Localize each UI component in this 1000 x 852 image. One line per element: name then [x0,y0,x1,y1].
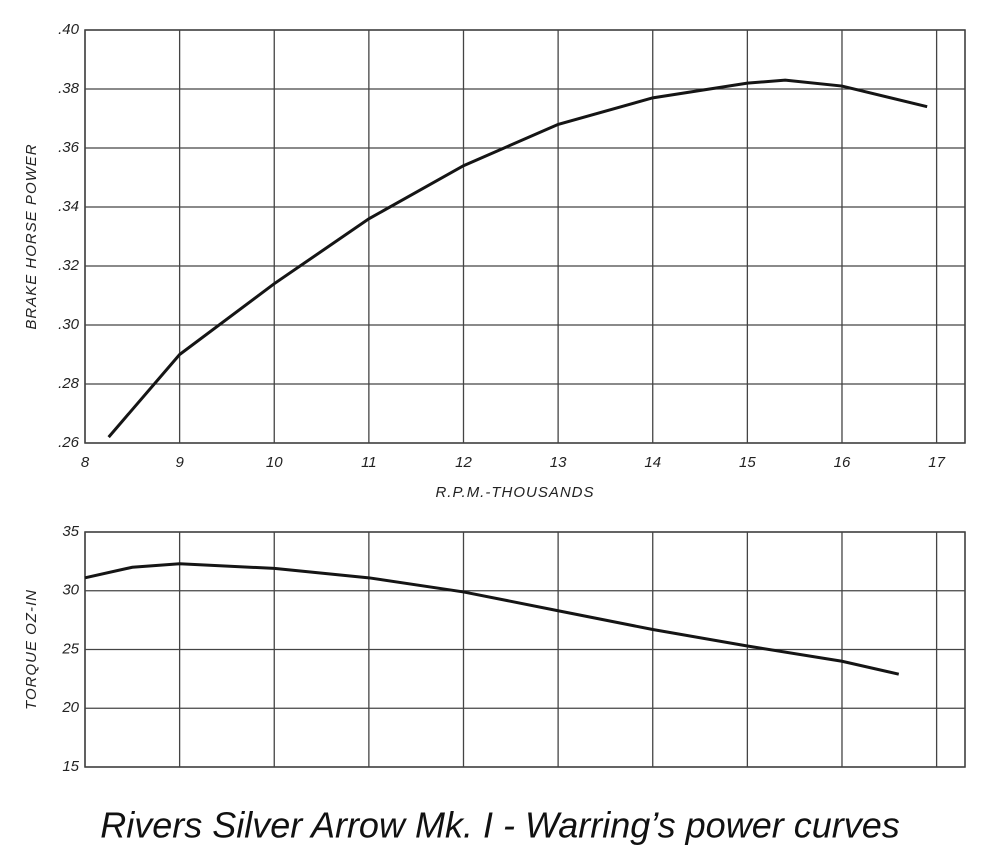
x-tick-label: 13 [550,454,567,471]
y-tick-label: 35 [62,523,79,540]
y-tick-label: 25 [61,640,79,657]
y-tick-label: .34 [58,198,79,215]
y-tick-label: .36 [58,139,80,156]
y-tick-label: 30 [62,582,79,599]
y-tick-label: .38 [58,80,80,97]
y-tick-label: 15 [62,758,79,775]
y-tick-label: .28 [58,375,80,392]
x-tick-label: 11 [361,454,377,471]
data-line [107,78,928,439]
y-tick-label: .30 [58,316,80,333]
y-tick-label: .26 [58,434,80,451]
plot-frame [84,29,966,444]
data-line [84,562,900,676]
x-tick-label: 16 [834,454,851,471]
y-tick-label: .40 [58,21,80,38]
x-tick-label: 10 [266,454,283,471]
y-tick-label: .32 [58,257,80,274]
y-tick-label: 20 [61,699,79,716]
y-axis-label: TORQUE OZ-IN [23,589,40,710]
x-tick-label: 12 [455,454,472,471]
x-tick-label: 15 [739,454,756,471]
x-tick-label: 8 [81,454,90,471]
x-tick-label: 14 [644,454,661,471]
x-tick-label: 17 [928,454,945,471]
caption: Rivers Silver Arrow Mk. I - Warring’s po… [100,805,900,846]
x-axis-label: R.P.M.-THOUSANDS [435,484,594,501]
x-tick-label: 9 [175,454,184,471]
y-axis-label: BRAKE HORSE POWER [23,143,40,329]
